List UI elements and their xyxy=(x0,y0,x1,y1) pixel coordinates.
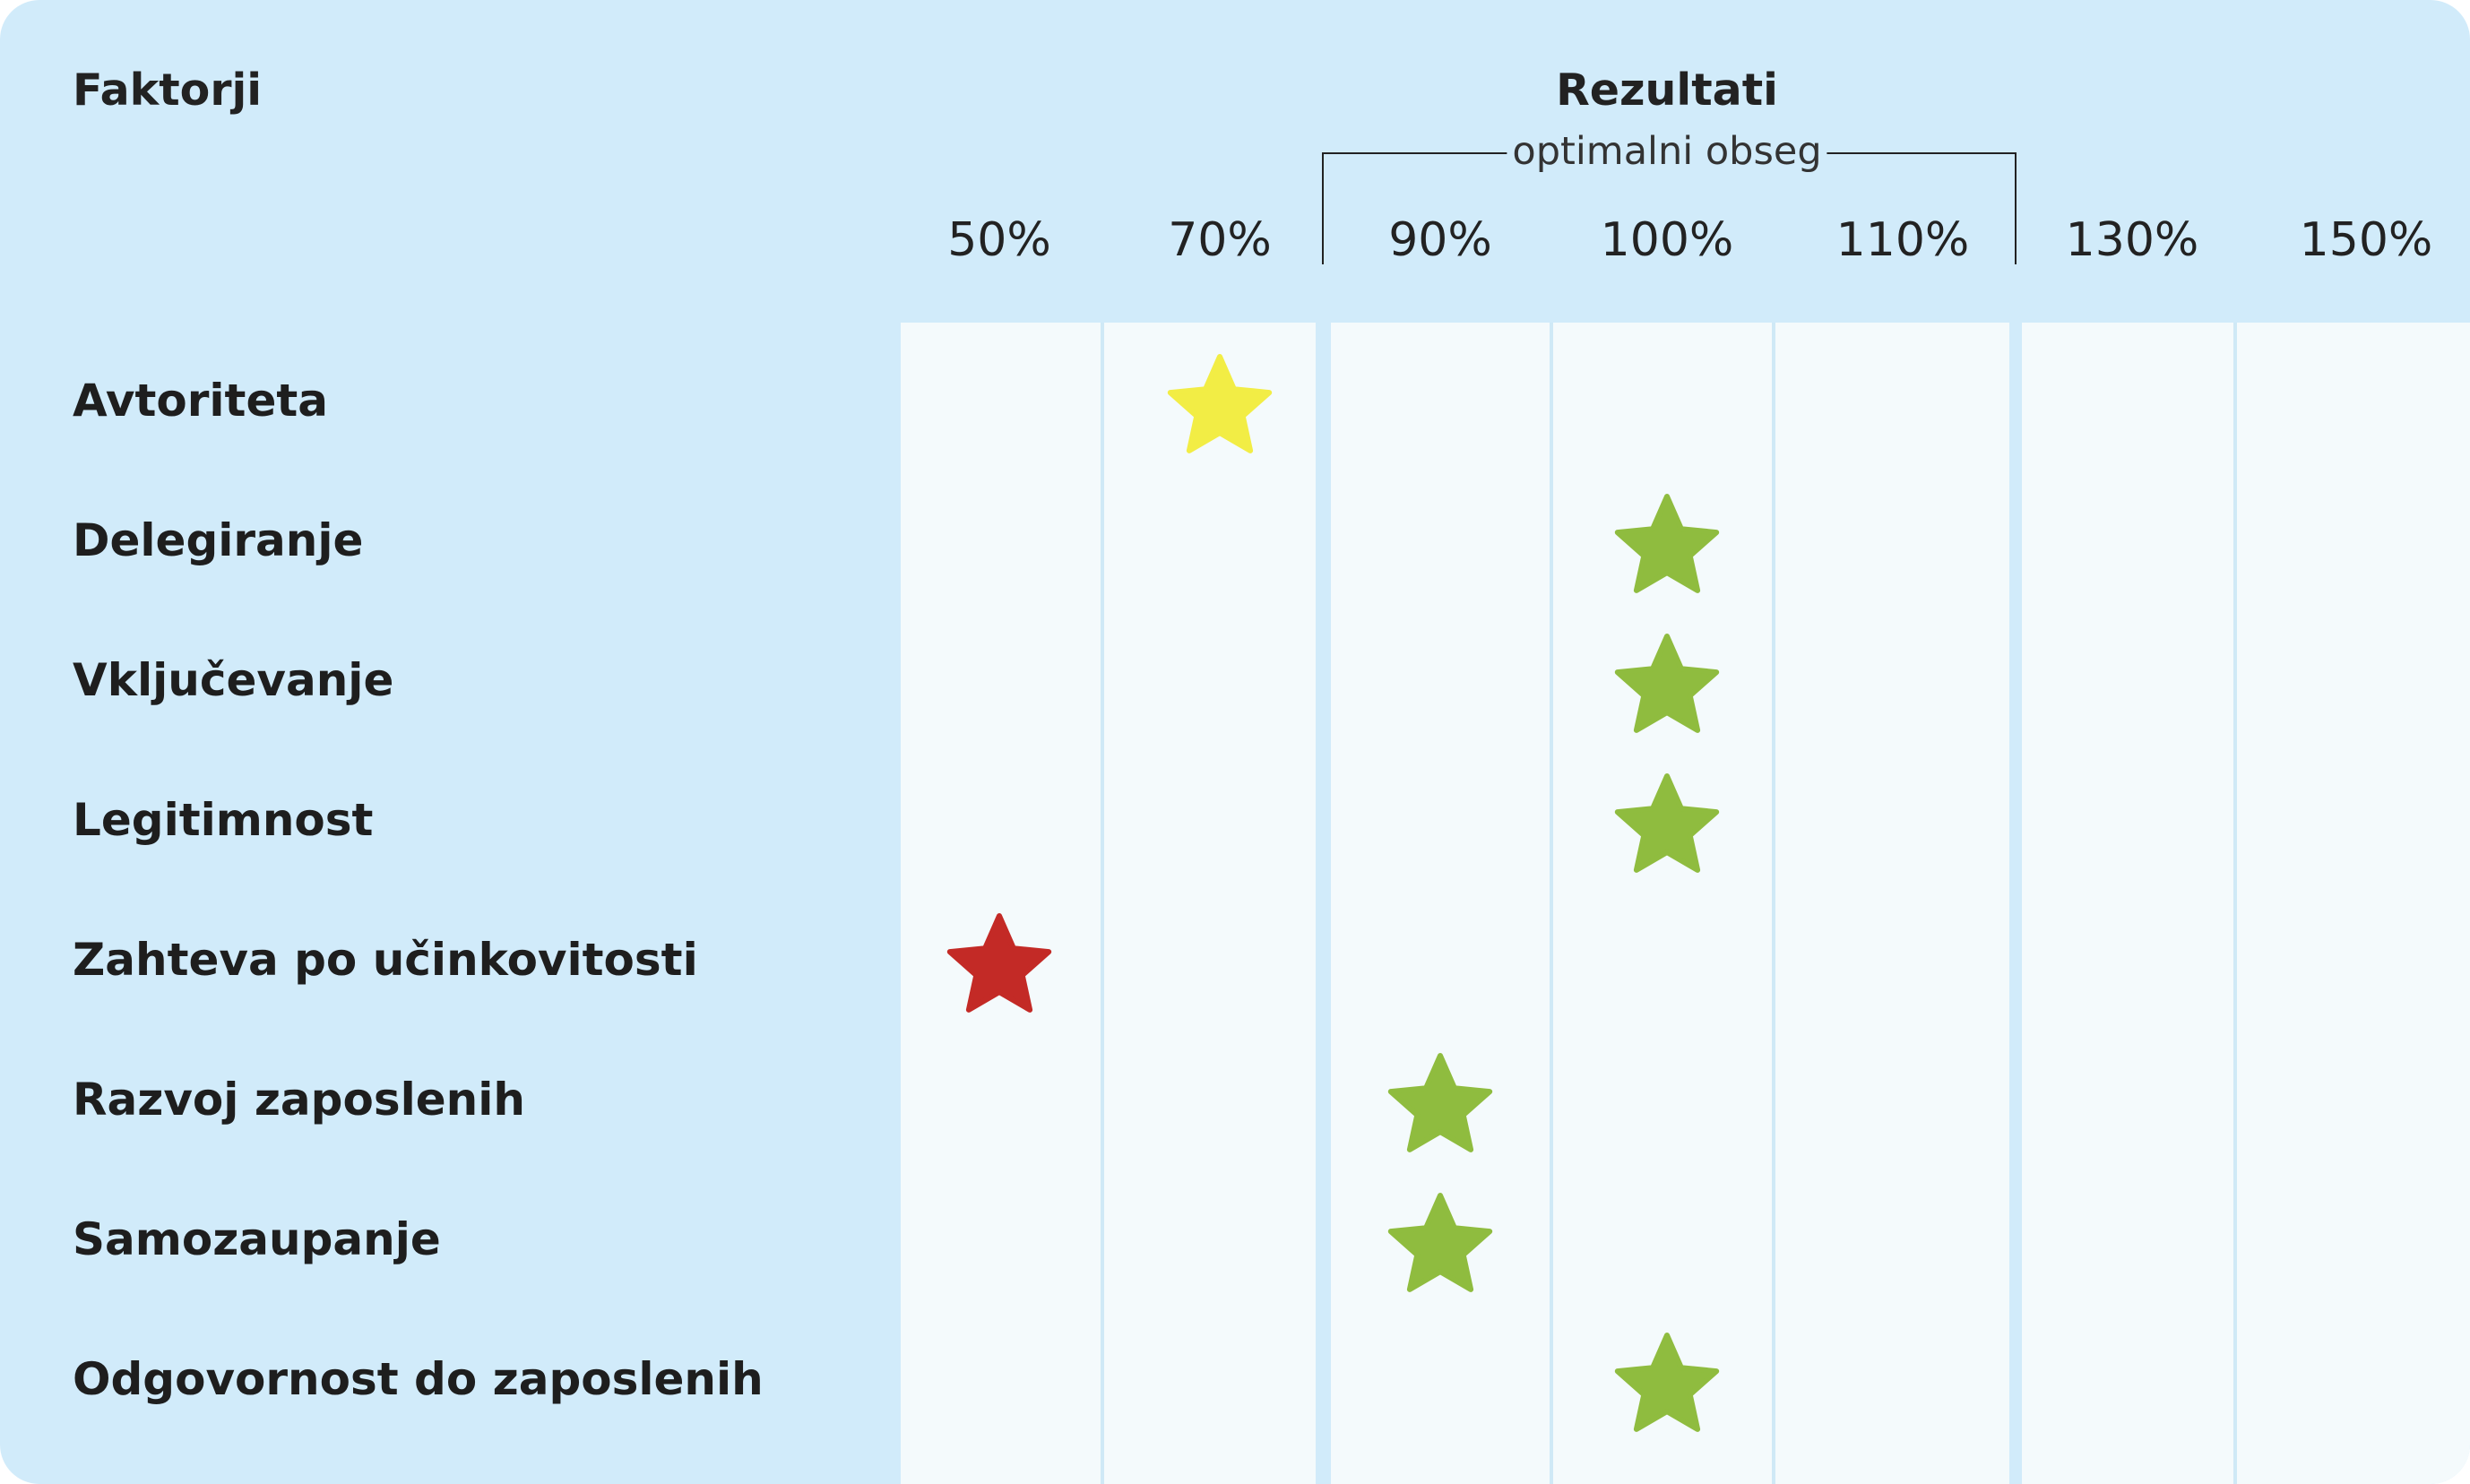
plot-band-left xyxy=(901,323,1316,1484)
star-marker-optimal xyxy=(1387,1053,1493,1152)
grid-line xyxy=(2233,323,2237,1484)
star-marker-optimal xyxy=(1614,634,1720,733)
x-tick-label: 130% xyxy=(2065,213,2199,267)
grid-line xyxy=(1101,323,1104,1484)
results-header: Rezultati xyxy=(1556,65,1778,116)
x-tick-label: 50% xyxy=(947,213,1051,267)
star-marker-optimal xyxy=(1614,494,1720,593)
x-tick-label: 100% xyxy=(1600,213,1734,267)
optimal-range-label: optimalni obseg xyxy=(1507,133,1827,171)
star-marker-optimal xyxy=(1614,1333,1720,1432)
factor-label: Razvoj zaposlenih xyxy=(73,1074,525,1126)
factor-label: Odgovornost do zaposlenih xyxy=(73,1353,764,1405)
grid-line xyxy=(1772,323,1775,1484)
grid-line xyxy=(1550,323,1553,1484)
star-marker-critical xyxy=(946,913,1052,1013)
factor-label: Zahteva po učinkovitosti xyxy=(73,934,698,986)
factor-label: Legitimnost xyxy=(73,794,374,846)
bracket-left-line xyxy=(1322,152,1324,264)
x-tick-label: 110% xyxy=(1835,213,1970,267)
factor-label: Samozaupanje xyxy=(73,1213,441,1265)
bracket-right-line xyxy=(2015,152,2017,264)
star-marker-optimal xyxy=(1614,773,1720,873)
star-marker-warning xyxy=(1167,354,1273,453)
x-tick-label: 150% xyxy=(2299,213,2433,267)
plot-band-right xyxy=(2022,323,2470,1484)
x-tick-label: 70% xyxy=(1168,213,1272,267)
factor-label: Vključevanje xyxy=(73,654,394,706)
factor-label: Delegiranje xyxy=(73,514,364,566)
factor-label: Avtoriteta xyxy=(73,375,329,427)
star-marker-optimal xyxy=(1387,1193,1493,1292)
factors-header: Faktorji xyxy=(73,65,263,116)
x-tick-label: 90% xyxy=(1388,213,1492,267)
